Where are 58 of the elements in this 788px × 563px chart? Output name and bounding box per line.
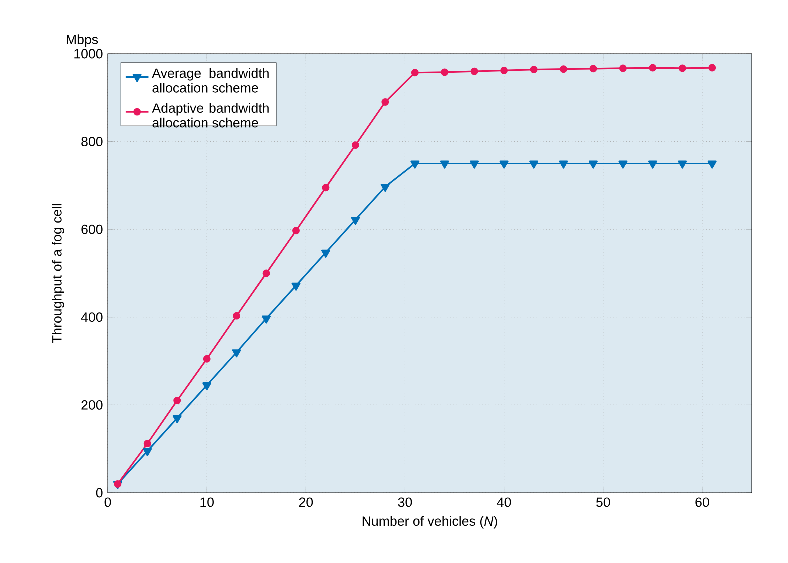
- point: [143, 448, 152, 456]
- point: [530, 66, 538, 74]
- point: [648, 160, 658, 169]
- x-tick-label: 20: [299, 498, 314, 508]
- point: [203, 355, 211, 363]
- point: [470, 160, 480, 169]
- point: [649, 64, 657, 72]
- point: [441, 68, 449, 76]
- point: [352, 142, 360, 150]
- point: [380, 184, 390, 192]
- point: [233, 312, 241, 320]
- point: [262, 270, 270, 278]
- point: [470, 68, 478, 76]
- y-tick-label: 600: [82, 224, 103, 234]
- point: [560, 66, 568, 74]
- point: [500, 160, 509, 169]
- y-tick-label: 800: [82, 137, 103, 147]
- point: [174, 397, 182, 405]
- point: [590, 65, 598, 73]
- point: [619, 64, 627, 72]
- legend-label: Adaptive bandwidth allocation scheme: [152, 103, 269, 128]
- y-tick-label: 1000: [74, 49, 103, 59]
- point: [292, 282, 301, 291]
- point: [588, 160, 598, 169]
- y-tick-label: 400: [81, 312, 103, 322]
- point: [144, 440, 152, 448]
- x-tick-label: 40: [497, 498, 512, 508]
- legend-label: Average bandwidth allocation scheme: [152, 68, 269, 93]
- point: [708, 160, 717, 169]
- y-tick-label: 200: [82, 400, 103, 410]
- x-tick-label: 60: [696, 498, 710, 508]
- point: [678, 160, 688, 169]
- x-tick-label: 0: [104, 498, 112, 508]
- point: [440, 160, 450, 169]
- point: [708, 64, 716, 72]
- point: [262, 316, 272, 324]
- text: Mbps: [67, 34, 98, 48]
- point: [322, 184, 330, 192]
- point: [172, 415, 182, 424]
- point: [232, 350, 242, 358]
- point: [351, 217, 360, 225]
- point: [618, 160, 628, 169]
- point: [202, 382, 212, 390]
- x-tick-label: 30: [398, 498, 412, 508]
- point: [292, 227, 300, 235]
- x-axis-title: Number of vehicles (N): [362, 516, 498, 529]
- point: [382, 98, 390, 106]
- point: [411, 69, 419, 77]
- y-axis-title: Throughput of a fog cell: [52, 204, 64, 344]
- x-tick-label: 10: [200, 498, 214, 508]
- point: [321, 250, 330, 258]
- y-tick-label: 0: [96, 488, 103, 498]
- point: [500, 66, 508, 74]
- point: [559, 160, 568, 169]
- point: [410, 160, 420, 169]
- point: [678, 64, 686, 72]
- x-tick-label: 50: [596, 498, 610, 508]
- point: [530, 160, 539, 169]
